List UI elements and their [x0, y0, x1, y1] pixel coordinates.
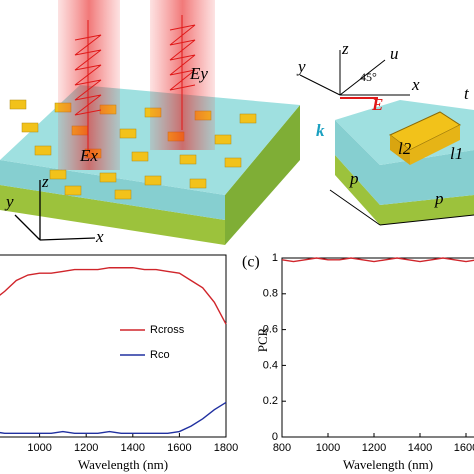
label: p	[434, 189, 444, 208]
label: y	[4, 192, 14, 211]
x-tick-label: 1200	[362, 442, 386, 454]
unit-cell	[299, 50, 474, 226]
label: Ey	[189, 64, 208, 83]
series-group	[0, 267, 227, 435]
y-tick-label: 0.2	[263, 395, 278, 407]
label: k	[316, 121, 325, 140]
x-tick-label: 1800	[214, 442, 238, 454]
series-group	[282, 257, 474, 263]
panel-label: (c)	[242, 254, 260, 271]
label: l1	[450, 144, 463, 163]
series-line	[282, 257, 474, 263]
label: p	[349, 169, 359, 188]
x-tick-label: 1400	[121, 442, 145, 454]
y-tick-label: 0.4	[263, 359, 278, 371]
y-axis-label: PCR	[255, 327, 270, 352]
legend-label: Rcross	[150, 324, 185, 336]
series-line	[0, 267, 227, 325]
y-tick-label: 1	[272, 252, 278, 264]
label: z	[341, 39, 349, 58]
series-line	[0, 401, 227, 435]
plot-frame	[281, 257, 474, 438]
plot-frame	[0, 254, 227, 438]
x-tick-label: 1600	[167, 442, 191, 454]
label: y	[296, 57, 306, 76]
label: u	[390, 44, 399, 63]
metasurface-left	[0, 0, 300, 245]
label: 45°	[360, 70, 377, 84]
label: t	[464, 84, 470, 103]
label: x	[95, 227, 104, 246]
label: z	[41, 172, 49, 191]
label: x	[411, 75, 420, 94]
label: l2	[398, 139, 412, 158]
x-axis-label: Wavelength (nm)	[78, 457, 168, 472]
label: Ex	[79, 146, 98, 165]
x-axis-label: Wavelength (nm)	[343, 457, 433, 472]
y-tick-label: 0	[272, 431, 278, 443]
x-tick-label: 800	[273, 442, 291, 454]
y-tick-label: 0.6	[263, 324, 278, 336]
x-tick-label: 1200	[74, 442, 98, 454]
x-tick-label: 1400	[408, 442, 432, 454]
x-tick-label: 1600	[454, 442, 474, 454]
x-tick-label: 1000	[316, 442, 340, 454]
label: E	[371, 95, 383, 114]
legend-label: Rco	[150, 349, 170, 361]
x-tick-label: 1000	[27, 442, 51, 454]
y-tick-label: 0.8	[263, 288, 278, 300]
